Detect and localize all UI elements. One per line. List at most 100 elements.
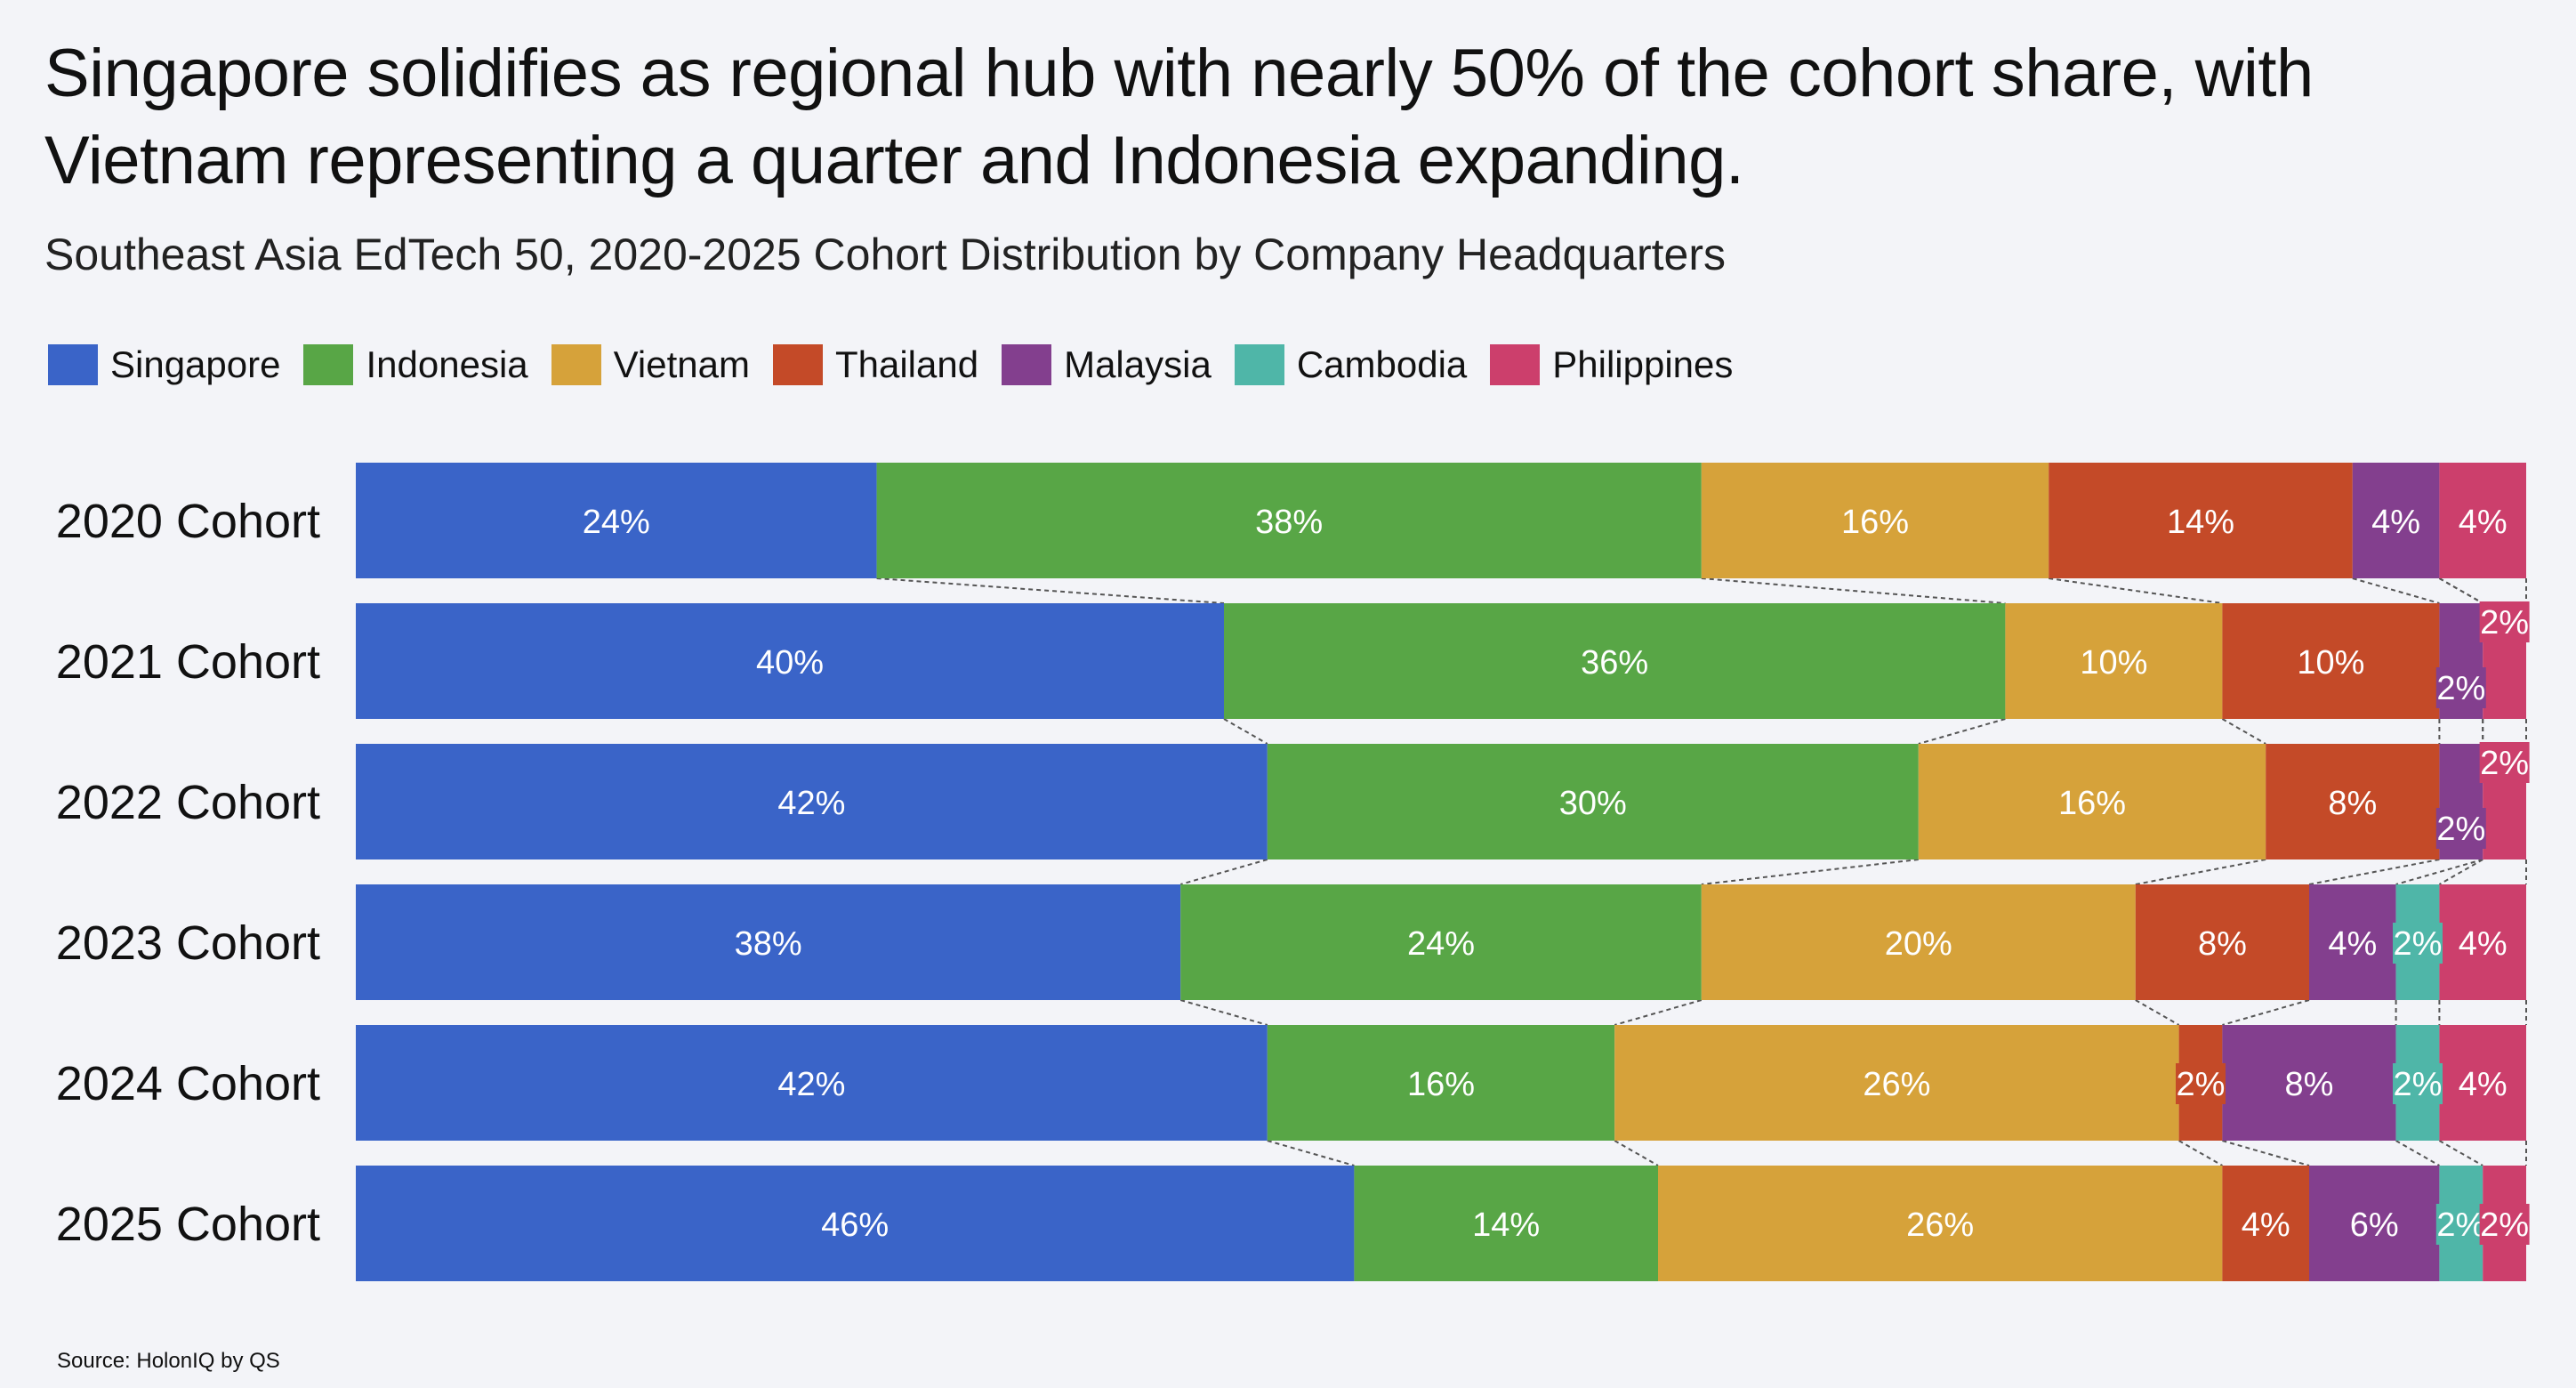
- bar-2023-cohort-philippines: [2439, 884, 2526, 1000]
- bar-2025-cohort-vietnam: [1658, 1166, 2223, 1281]
- data-label-2022-cohort-thailand: 8%: [2328, 785, 2377, 822]
- bar-2022-cohort-thailand: [2266, 744, 2440, 859]
- legend-label-indonesia: Indonesia: [366, 343, 528, 385]
- data-label-2021-cohort-thailand: 10%: [2297, 644, 2364, 682]
- bar-2023-cohort-indonesia: [1180, 884, 1702, 1000]
- connector-line-2023-cohort-thailand: [2222, 999, 2310, 1026]
- data-label-2025-cohort-thailand: 4%: [2242, 1206, 2290, 1244]
- legend: Singapore Indonesia Vietnam Thailand Mal…: [48, 338, 1733, 391]
- stacked-bar-chart: 2020 Cohort 24% 38% 16% 14% 4% 4% 2021 Cohort 40…: [56, 463, 2530, 1281]
- data-label-2020-cohort-indonesia: 38%: [1255, 504, 1323, 541]
- bar-2023-cohort-singapore: [356, 884, 1181, 1000]
- data-label-2021-cohort-indonesia: 36%: [1581, 644, 1648, 682]
- bar-2020-cohort-thailand: [2049, 463, 2353, 578]
- data-label-2024-cohort-malaysia: 8%: [2285, 1066, 2334, 1103]
- legend-swatch-indonesia: [303, 344, 354, 385]
- bar-2025-cohort-singapore: [356, 1166, 1355, 1281]
- data-label-2022-cohort-vietnam: 16%: [2058, 785, 2126, 822]
- connector-line-2023-cohort-vietnam: [2135, 999, 2180, 1026]
- bar-2021-cohort-vietnam: [2005, 603, 2223, 719]
- connector-line-2022-cohort-thailand: [2308, 859, 2440, 885]
- row-label-2023-cohort: 2023 Cohort: [56, 916, 320, 970]
- bar-2023-cohort-malaysia: [2309, 884, 2396, 1000]
- data-label-2022-cohort-philippines: 2%: [2480, 745, 2529, 782]
- connector-line-2024-cohort-thailand: [2222, 1140, 2310, 1166]
- legend-label-thailand: Thailand: [834, 343, 979, 385]
- bar-2023-cohort-thailand: [2135, 884, 2309, 1000]
- bar-2024-cohort-indonesia: [1267, 1025, 1615, 1141]
- connector-line-2020-cohort-thailand: [2352, 577, 2440, 604]
- data-label-2024-cohort-philippines: 4%: [2459, 1066, 2508, 1103]
- bar-2021-cohort-thailand: [2222, 603, 2440, 719]
- data-label-2022-cohort-indonesia: 30%: [1559, 785, 1627, 822]
- legend-swatch-philippines: [1490, 344, 1541, 385]
- data-label-badge-2025-cohort-cambodia: [2435, 1204, 2486, 1245]
- bar-2022-cohort-singapore: [356, 744, 1268, 859]
- bar-2024-cohort-malaysia: [2222, 1025, 2396, 1141]
- data-label-2021-cohort-philippines: 2%: [2480, 604, 2529, 642]
- row-label-2025-cohort: 2025 Cohort: [56, 1198, 320, 1251]
- data-label-badge-2022-cohort-philippines: [2479, 742, 2530, 783]
- data-label-2023-cohort-malaysia: 4%: [2328, 925, 2377, 963]
- connector-line-2021-cohort-indonesia: [1918, 718, 2006, 745]
- chart-title: Singapore solidifies as regional hub wit…: [44, 36, 2314, 198]
- bar-2023-cohort-vietnam: [1701, 884, 2136, 1000]
- data-label-badge-2021-cohort-philippines: [2479, 601, 2530, 642]
- data-label-badge-2023-cohort-cambodia: [2393, 923, 2443, 964]
- data-label-2020-cohort-malaysia: 4%: [2371, 504, 2420, 541]
- bar-2020-cohort-malaysia: [2352, 463, 2440, 578]
- legend-item-philippines: Philippines: [1490, 343, 1733, 386]
- data-label-2020-cohort-vietnam: 16%: [1841, 504, 1909, 541]
- data-label-badge-2021-cohort-malaysia: [2435, 667, 2486, 708]
- row-label-2024-cohort: 2024 Cohort: [56, 1057, 320, 1110]
- connector-line-2020-cohort-singapore: [876, 577, 1225, 604]
- data-label-2024-cohort-singapore: 42%: [777, 1066, 845, 1103]
- connector-line-2024-cohort-indonesia: [1614, 1140, 1659, 1166]
- legend-swatch-cambodia: [1234, 344, 1284, 385]
- bar-2020-cohort-indonesia: [876, 463, 1702, 578]
- bar-2020-cohort-singapore: [356, 463, 877, 578]
- bar-2025-cohort-thailand: [2222, 1166, 2309, 1281]
- connector-line-2023-cohort-singapore: [1179, 999, 1268, 1026]
- bar-2020-cohort-vietnam: [1701, 463, 2049, 578]
- data-label-badge-2025-cohort-philippines: [2479, 1204, 2530, 1245]
- data-label-2023-cohort-thailand: 8%: [2198, 925, 2247, 963]
- legend-item-singapore: Singapore: [48, 343, 280, 386]
- data-label-2025-cohort-malaysia: 6%: [2350, 1206, 2399, 1244]
- legend-label-cambodia: Cambodia: [1296, 343, 1468, 385]
- row-label-2020-cohort: 2020 Cohort: [56, 495, 320, 548]
- bar-2025-cohort-malaysia: [2309, 1166, 2440, 1281]
- data-label-2021-cohort-vietnam: 10%: [2080, 644, 2147, 682]
- data-label-2023-cohort-cambodia: 2%: [2394, 925, 2443, 963]
- connector-line-2020-cohort-vietnam: [2049, 577, 2223, 604]
- chart-subtitle: Southeast Asia EdTech 50, 2020-2025 Coho…: [44, 230, 1727, 279]
- data-label-2025-cohort-philippines: 2%: [2480, 1206, 2529, 1244]
- legend-item-thailand: Thailand: [772, 343, 979, 386]
- bar-2020-cohort-philippines: [2439, 463, 2526, 578]
- data-label-2021-cohort-singapore: 40%: [756, 644, 824, 682]
- connector-line-2022-cohort-indonesia: [1701, 859, 1919, 885]
- bar-2025-cohort-indonesia: [1354, 1166, 1658, 1281]
- data-label-2024-cohort-vietnam: 26%: [1863, 1066, 1930, 1103]
- data-label-2025-cohort-vietnam: 26%: [1906, 1206, 1974, 1244]
- legend-label-singapore: Singapore: [110, 343, 281, 385]
- bar-2021-cohort-indonesia: [1224, 603, 2006, 719]
- connector-line-2024-cohort-malaysia: [2395, 1140, 2440, 1166]
- bar-2021-cohort-singapore: [356, 603, 1224, 719]
- data-label-2025-cohort-cambodia: 2%: [2436, 1206, 2485, 1244]
- legend-label-philippines: Philippines: [1552, 343, 1734, 385]
- row-label-2021-cohort: 2021 Cohort: [56, 635, 320, 689]
- connector-line-2024-cohort-singapore: [1267, 1140, 1355, 1166]
- legend-swatch-vietnam: [551, 344, 601, 385]
- data-label-2023-cohort-philippines: 4%: [2459, 925, 2508, 963]
- legend-label-malaysia: Malaysia: [1064, 343, 1212, 385]
- connector-line-2024-cohort-vietnam: [2178, 1140, 2223, 1166]
- data-label-2022-cohort-malaysia: 2%: [2436, 811, 2485, 848]
- data-label-2022-cohort-singapore: 42%: [777, 785, 845, 822]
- connector-line-2022-cohort-singapore: [1179, 859, 1268, 885]
- connector-line-2021-cohort-vietnam: [2221, 718, 2266, 745]
- data-label-2025-cohort-indonesia: 14%: [1472, 1206, 1540, 1244]
- data-label-badge-2022-cohort-malaysia: [2435, 808, 2486, 849]
- data-label-2023-cohort-vietnam: 20%: [1885, 925, 1952, 963]
- legend-item-indonesia: Indonesia: [303, 343, 528, 386]
